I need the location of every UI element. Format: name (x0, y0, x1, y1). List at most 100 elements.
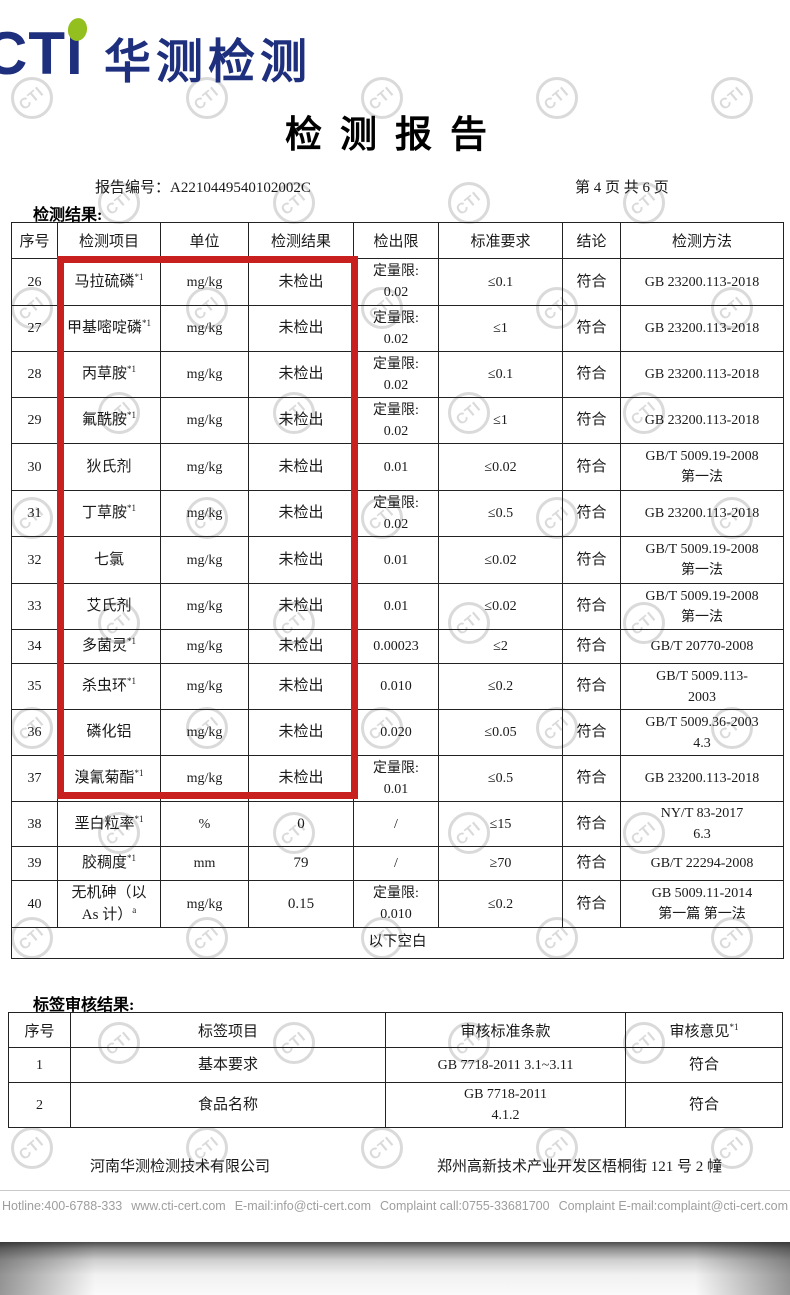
cti-logo-chinese: 华测检测 (104, 35, 312, 88)
col-label-clause: 审核标准条款 (385, 1012, 626, 1048)
col-label-item: 标签项目 (70, 1012, 386, 1048)
cell-conclusion: 符合 (562, 801, 621, 847)
cell-result: 79 (248, 846, 354, 881)
page-indicator: 第 4 页 共 6 页 (575, 180, 669, 196)
cell-method: GB/T 5009.19-2008 第一法 (620, 443, 784, 491)
cell-item: 七氯 (57, 536, 161, 584)
col-lod: 检出限 (353, 222, 439, 259)
cell-result: 未检出 (248, 536, 354, 584)
cell-item: 甲基嘧啶磷*1 (57, 305, 161, 352)
col-label-opinion: 审核意见*1 (625, 1012, 783, 1048)
cell-result: 未检出 (248, 490, 354, 537)
cell-seq: 34 (11, 629, 58, 664)
cell-label-opinion: 符合 (625, 1047, 783, 1083)
cell-seq: 27 (11, 305, 58, 352)
cell-standard: ≥70 (438, 846, 563, 881)
cell-lod: 定量限: 0.02 (353, 490, 439, 537)
cell-lod: / (353, 801, 439, 847)
cell-standard: ≤15 (438, 801, 563, 847)
cell-lod: 定量限: 0.01 (353, 755, 439, 802)
cell-unit: mg/kg (160, 305, 249, 352)
cell-method: GB/T 20770-2008 (620, 629, 784, 664)
table-row: 2 食品名称 GB 7718-2011 4.1.2 符合 (8, 1082, 783, 1128)
cell-conclusion: 符合 (562, 846, 621, 881)
cell-unit: mg/kg (160, 583, 249, 630)
page-title: 检测报告 (285, 115, 505, 156)
cell-standard: ≤0.1 (438, 258, 563, 306)
cti-watermark-icon: CTI (361, 77, 403, 119)
cell-conclusion: 符合 (562, 583, 621, 630)
cell-lod: 定量限: 0.02 (353, 351, 439, 398)
cell-conclusion: 符合 (562, 305, 621, 352)
table-row: 30 狄氏剂 mg/kg 未检出 0.01 ≤0.02 符合 GB/T 5009.19-200… (11, 443, 784, 491)
cell-method: NY/T 83-2017 6.3 (620, 801, 784, 847)
cell-lod: 0.020 (353, 709, 439, 756)
table-row: 32 七氯 mg/kg 未检出 0.01 ≤0.02 符合 GB/T 5009.19-2008… (11, 536, 784, 584)
table-row: 36 磷化铝 mg/kg 未检出 0.020 ≤0.05 符合 GB/T 5009.36-20… (11, 709, 784, 756)
cell-unit: mm (160, 846, 249, 881)
cell-label-seq: 1 (8, 1047, 71, 1083)
company-name: 河南华测检测技术有限公司 (90, 1159, 271, 1175)
blank-note-row: 以下空白 (11, 927, 784, 959)
col-method: 检测方法 (620, 222, 784, 259)
cell-blank-note: 以下空白 (11, 927, 784, 959)
cell-seq: 33 (11, 583, 58, 630)
results-section-heading: 检测结果: (33, 207, 103, 224)
cell-lod: 定量限: 0.010 (353, 880, 439, 928)
cti-watermark-icon: CTI (711, 77, 753, 119)
cell-label-opinion: 符合 (625, 1082, 783, 1128)
cell-method: GB 23200.113-2018 (620, 351, 784, 398)
table-row: 40 无机砷（以 As 计）a mg/kg 0.15 定量限: 0.010 ≤0.2 符合 GB … (11, 880, 784, 928)
col-item: 检测项目 (57, 222, 161, 259)
cell-item: 氟酰胺*1 (57, 397, 161, 444)
cell-standard: ≤1 (438, 305, 563, 352)
hotline: Hotline:400-6788-333 (2, 1199, 123, 1213)
cell-standard: ≤0.2 (438, 880, 563, 928)
label-audit-table: 序号 标签项目 审核标准条款 审核意见*1 1 基本要求 GB 7718-2011 … (8, 1012, 783, 1128)
cell-result: 未检出 (248, 709, 354, 756)
cell-item: 垩白粒率*1 (57, 801, 161, 847)
cell-lod: 定量限: 0.02 (353, 305, 439, 352)
col-unit: 单位 (160, 222, 249, 259)
table-row: 39 胶稠度*1 mm 79/≥70 符合 GB/T 22294-2008 (11, 846, 784, 881)
email: E-mail:info@cti-cert.com (234, 1199, 372, 1213)
col-standard: 标准要求 (438, 222, 563, 259)
cell-result: 未检出 (248, 629, 354, 664)
col-result: 检测结果 (248, 222, 354, 259)
cell-item: 杀虫环*1 (57, 663, 161, 710)
cell-item: 马拉硫磷*1 (57, 258, 161, 306)
table-row: 33 艾氏剂 mg/kg 未检出 0.01 ≤0.02 符合 GB/T 5009.19-200… (11, 583, 784, 630)
cell-seq: 36 (11, 709, 58, 756)
cell-conclusion: 符合 (562, 490, 621, 537)
cell-method: GB 23200.113-2018 (620, 755, 784, 802)
cell-conclusion: 符合 (562, 629, 621, 664)
cell-label-item: 基本要求 (70, 1047, 386, 1083)
cell-label-clause: GB 7718-2011 3.1~3.11 (385, 1047, 626, 1083)
table-row: 34 多菌灵*1 mg/kg 未检出 0.00023 ≤2 符合 GB/T 20770-200… (11, 629, 784, 664)
complaint-call: Complaint call:0755-33681700 (380, 1199, 550, 1213)
cell-result: 未检出 (248, 443, 354, 491)
cell-standard: ≤0.02 (438, 536, 563, 584)
cell-result: 未检出 (248, 663, 354, 710)
cell-item: 艾氏剂 (57, 583, 161, 630)
cell-conclusion: 符合 (562, 755, 621, 802)
cell-lod: 0.00023 (353, 629, 439, 664)
cell-lod: 0.01 (353, 443, 439, 491)
cell-item: 磷化铝 (57, 709, 161, 756)
results-header-row: 序号 检测项目 单位 检测结果 检出限 标准要求 结论 检测方法 (11, 222, 784, 259)
cell-item: 胶稠度*1 (57, 846, 161, 881)
cell-conclusion: 符合 (562, 397, 621, 444)
website: www.cti-cert.com (131, 1199, 226, 1213)
cell-conclusion: 符合 (562, 536, 621, 584)
table-row: 27 甲基嘧啶磷*1 mg/kg 未检出 定量限: 0.02 ≤1 符合 GB 23200.11… (11, 305, 784, 352)
cell-lod: 0.010 (353, 663, 439, 710)
table-row: 38 垩白粒率*1% 0/≤15 符合 NY/T 83-2017 6.3 (11, 801, 784, 847)
cell-conclusion: 符合 (562, 351, 621, 398)
cell-standard: ≤1 (438, 397, 563, 444)
cell-unit: mg/kg (160, 880, 249, 928)
cti-watermark-icon: CTI (711, 1127, 753, 1169)
cell-seq: 29 (11, 397, 58, 444)
cell-unit: % (160, 801, 249, 847)
col-label-seq: 序号 (8, 1012, 71, 1048)
table-row: 28 丙草胺*1 mg/kg 未检出 定量限: 0.02 ≤0.1 符合 GB 23200.11… (11, 351, 784, 398)
